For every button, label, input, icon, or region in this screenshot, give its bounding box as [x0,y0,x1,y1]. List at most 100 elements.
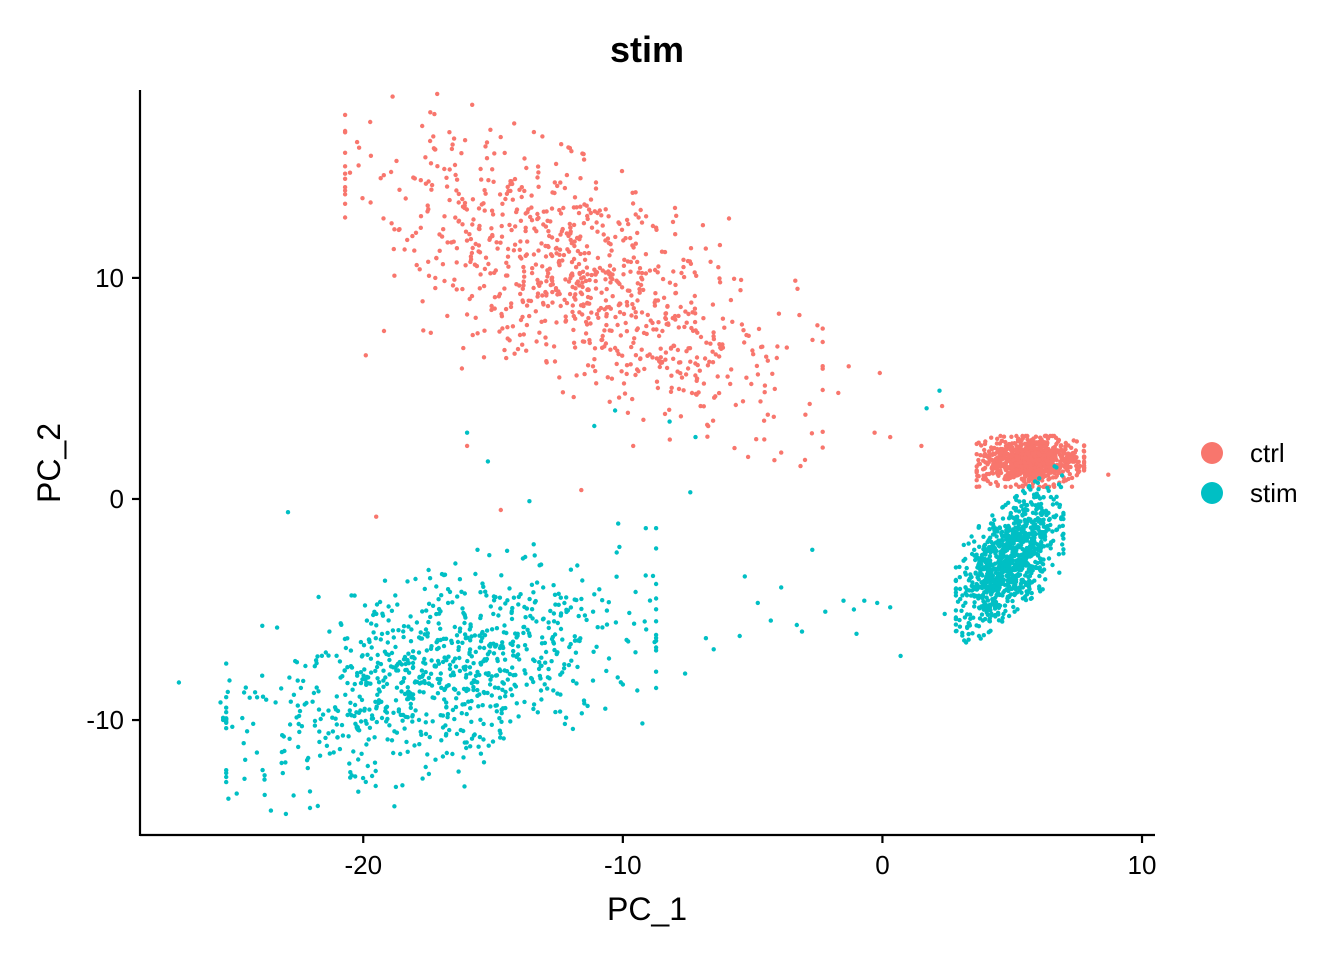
data-point-ctrl [486,261,491,267]
data-point-stim [408,639,414,644]
data-point-ctrl [522,274,527,279]
data-point-stim [358,680,364,686]
data-point-stim [475,687,480,693]
data-point-stim [447,589,453,595]
data-point-stim [438,626,443,631]
data-point-ctrl [342,176,348,181]
data-point-stim [1029,590,1034,596]
data-point-ctrl [568,237,573,243]
data-point-stim [1042,532,1047,537]
data-point-stim [283,760,288,765]
data-point-stim [494,709,499,714]
data-point-stim [420,776,425,781]
data-point-ctrl [703,246,708,251]
data-point-ctrl [1031,436,1036,441]
data-point-ctrl [531,285,536,291]
data-point-stim [468,706,473,711]
data-point-ctrl [606,214,611,219]
data-point-stim [358,670,364,675]
data-point-ctrl [529,193,534,198]
data-point-ctrl [621,311,627,317]
data-point-stim [346,734,351,739]
data-point-ctrl [681,274,687,280]
data-point-ctrl [1065,453,1070,459]
data-point-stim [841,598,846,603]
data-point-stim [1019,577,1024,583]
data-point-stim [540,635,545,640]
data-point-stim [993,526,999,531]
data-point-stim [1054,494,1059,499]
data-point-stim [312,664,317,669]
data-point-stim [374,611,379,617]
data-point-stim [477,645,482,650]
data-point-ctrl [694,355,700,360]
data-point-stim [453,561,458,566]
data-point-ctrl [638,282,644,288]
data-point-stim [1003,562,1009,568]
data-point-ctrl [585,300,590,306]
data-point-stim [451,686,457,691]
data-point-ctrl [515,346,521,352]
data-point-ctrl [454,287,459,292]
data-point-ctrl [428,161,434,166]
data-point-stim [653,619,659,624]
data-point-ctrl [594,312,600,317]
data-point-stim [367,725,373,730]
data-point-ctrl [601,232,606,237]
data-point-stim [531,702,537,707]
data-point-stim [570,726,576,732]
data-point-stim [578,636,583,641]
data-point-stim [362,667,367,672]
y-tick-label: -10 [86,705,124,735]
data-point-stim [318,716,323,722]
data-point-ctrl [452,277,457,282]
data-point-ctrl [555,237,560,243]
data-point-stim [1029,544,1035,550]
data-point-ctrl [762,383,768,388]
data-point-ctrl [685,258,691,264]
data-point-ctrl [996,473,1001,478]
data-point-stim [299,724,305,729]
data-point-stim [356,789,361,794]
data-point-stim [450,751,455,757]
data-point-ctrl [660,276,666,282]
data-point-stim [481,721,486,727]
data-point-ctrl [1065,468,1071,473]
data-point-ctrl [1010,452,1015,457]
data-point-stim [243,685,248,690]
data-point-stim [1012,495,1018,500]
data-point-stim [562,662,567,667]
data-point-ctrl [402,247,407,252]
data-point-ctrl [560,390,566,395]
data-point-stim [557,709,563,714]
data-point-ctrl [772,386,777,392]
data-point-ctrl [520,342,525,347]
data-point-ctrl [403,196,408,201]
data-point-stim [467,665,473,670]
data-point-stim [1042,537,1048,542]
data-point-ctrl [689,390,695,396]
data-point-stim [454,731,460,737]
chart-title: stim [610,29,684,70]
data-point-ctrl [1081,448,1087,453]
data-point-ctrl [462,205,467,211]
data-point-ctrl [572,239,577,244]
data-point-stim [551,583,556,588]
data-point-ctrl [655,385,661,391]
data-point-ctrl [820,326,825,331]
data-point-stim [440,754,446,759]
data-point-ctrl [469,250,475,256]
data-point-stim [1029,538,1034,544]
data-point-stim [422,680,428,686]
data-point-stim [426,619,431,625]
data-point-stim [972,539,977,544]
data-point-ctrl [568,272,574,278]
data-point-stim [534,619,539,624]
data-point-stim [971,593,977,598]
data-point-stim [990,597,995,602]
data-point-stim [507,586,512,591]
data-point-ctrl [478,166,483,172]
data-point-stim [959,608,964,613]
data-point-ctrl [521,269,527,274]
data-point-stim [381,668,386,673]
